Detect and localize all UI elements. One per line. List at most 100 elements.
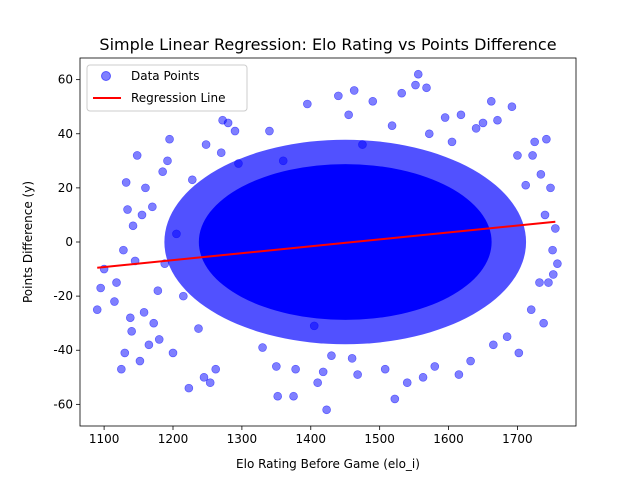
data-point (553, 259, 562, 268)
data-point (303, 99, 312, 109)
data-point (447, 137, 457, 147)
data-point (471, 124, 481, 133)
data-point (387, 121, 397, 130)
data-point (128, 221, 138, 231)
data-point (165, 134, 174, 144)
data-point (440, 113, 450, 122)
data-point (117, 364, 126, 374)
data-point (521, 180, 531, 190)
data-point (551, 224, 560, 233)
data-point (132, 151, 142, 160)
data-point (344, 110, 353, 120)
data-point (540, 210, 550, 220)
x-tick-label: 1200 (158, 432, 189, 446)
data-point (141, 183, 150, 193)
data-point (353, 370, 362, 379)
data-point (397, 88, 407, 98)
y-tick-label: 0 (65, 235, 73, 249)
legend-label: Data Points (131, 69, 200, 83)
y-axis-label: Points Difference (y) (21, 181, 35, 303)
data-point (548, 245, 557, 255)
data-point (96, 283, 105, 293)
data-point (466, 356, 475, 366)
data-point (119, 245, 128, 255)
data-point (542, 134, 551, 144)
data-point (548, 270, 558, 279)
data-point (92, 305, 102, 314)
data-point (265, 126, 274, 136)
data-point (358, 140, 367, 149)
legend-marker-points (101, 71, 111, 81)
regression-line (97, 220, 556, 269)
data-point (313, 378, 322, 388)
data-point (223, 118, 233, 128)
data-point (514, 348, 524, 358)
legend-label: Regression Line (131, 91, 225, 105)
data-point (411, 80, 420, 90)
data-point (234, 159, 243, 168)
data-point (149, 318, 159, 328)
data-point (546, 183, 555, 193)
data-point (121, 178, 131, 187)
data-point (163, 156, 172, 166)
data-points (92, 69, 562, 415)
data-point (349, 86, 359, 95)
data-point (125, 313, 135, 323)
x-tick-label: 1600 (433, 432, 464, 446)
data-point (507, 102, 517, 112)
x-tick-label: 1100 (89, 432, 120, 446)
data-point (536, 170, 546, 179)
data-point (402, 378, 412, 388)
data-point (418, 372, 428, 382)
x-axis-label: Elo Rating Before Game (elo_i) (236, 457, 420, 471)
data-point (148, 202, 157, 212)
y-tick-label: -40 (53, 343, 73, 357)
data-point (258, 343, 267, 352)
legend: Data Points Regression Line (86, 64, 248, 112)
data-point (544, 278, 553, 287)
data-point (318, 367, 328, 377)
data-point (502, 332, 512, 342)
data-point (454, 370, 464, 379)
data-point (322, 405, 331, 415)
data-point (390, 394, 400, 404)
data-point (172, 229, 181, 239)
data-point (144, 340, 154, 350)
data-point (289, 391, 298, 401)
x-axis-ticks: 1100 1200 1300 1400 1500 1600 1700 (89, 426, 533, 446)
data-point (456, 110, 466, 120)
y-tick-label: -20 (53, 289, 73, 303)
y-tick-label: 20 (58, 181, 73, 195)
data-point (194, 324, 203, 333)
y-tick-label: 60 (58, 73, 73, 87)
legend-box (86, 64, 248, 112)
data-point (327, 351, 336, 360)
data-point (187, 175, 197, 185)
data-point (530, 137, 539, 147)
x-tick-label: 1400 (296, 432, 327, 446)
y-tick-label: -60 (53, 397, 73, 411)
data-point (205, 378, 215, 388)
data-point (127, 326, 136, 336)
data-point (535, 278, 544, 287)
data-point (211, 364, 221, 374)
data-point (278, 156, 288, 166)
data-point (216, 148, 226, 158)
data-point (184, 383, 194, 393)
data-point (154, 335, 164, 344)
data-point (135, 356, 145, 366)
data-point (272, 362, 281, 371)
data-point (112, 278, 121, 287)
data-point (153, 286, 163, 296)
data-point (120, 348, 130, 358)
data-point (137, 210, 147, 220)
data-point (199, 372, 209, 382)
data-point (486, 96, 496, 106)
data-point (291, 364, 300, 374)
data-point (334, 91, 343, 101)
data-point (179, 291, 188, 301)
data-point (430, 362, 440, 371)
x-tick-label: 1500 (364, 432, 395, 446)
x-tick-label: 1300 (227, 432, 258, 446)
data-point (539, 318, 548, 328)
